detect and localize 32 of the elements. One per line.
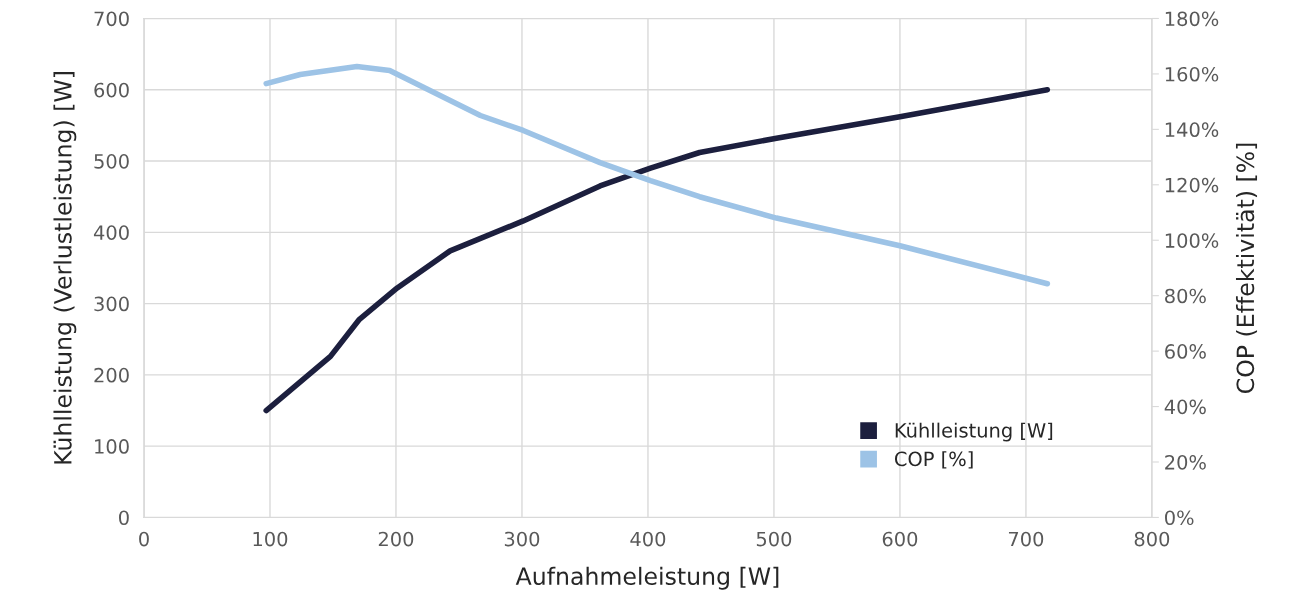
y-tick-label: 500 — [94, 154, 129, 169]
x-tick-label: 300 — [504, 531, 540, 547]
y2-tick-label: 100% — [1165, 233, 1219, 248]
y2-tick-label: 120% — [1165, 177, 1219, 193]
y2-tick-label: 80% — [1165, 288, 1206, 304]
y-tick-label: 100 — [95, 439, 129, 454]
x-tick-label: 200 — [378, 531, 414, 547]
x-axis-title: Aufnahmeleistung [W] — [515, 566, 779, 590]
x-tick-label: 800 — [1134, 531, 1170, 547]
y-axis-title: Kühlleistung (Verlustleistung) [W] — [53, 72, 77, 464]
legend-label: Kühlleistung [W] — [895, 422, 1053, 442]
y2-tick-label: 160% — [1165, 66, 1219, 82]
x-tick-label: 400 — [630, 531, 666, 547]
legend-label: COP [%] — [894, 451, 973, 469]
y2-tick-label: 0% — [1165, 510, 1194, 526]
y-tick-label: 0 — [119, 510, 129, 526]
y-tick-label: 600 — [94, 82, 129, 98]
y-tick-label: 700 — [94, 11, 129, 27]
y2-axis-title: COP (Effektivität) [%] — [1235, 143, 1258, 393]
y2-tick-label: 40% — [1164, 399, 1206, 415]
y2-tick-label: 180% — [1165, 11, 1219, 27]
x-tick-label: 700 — [1008, 531, 1044, 547]
x-tick-label: 500 — [756, 531, 792, 547]
y2-tick-label: 60% — [1165, 344, 1206, 359]
y-tick-label: 200 — [94, 367, 129, 383]
x-tick-label: 600 — [882, 531, 918, 547]
y2-tick-label: 20% — [1165, 454, 1206, 470]
y-tick-label: 400 — [93, 225, 129, 240]
y2-tick-label: 140% — [1165, 122, 1219, 138]
x-tick-label: 100 — [253, 531, 288, 547]
x-tick-label: 0 — [139, 531, 149, 547]
y-tick-label: 300 — [94, 296, 129, 312]
